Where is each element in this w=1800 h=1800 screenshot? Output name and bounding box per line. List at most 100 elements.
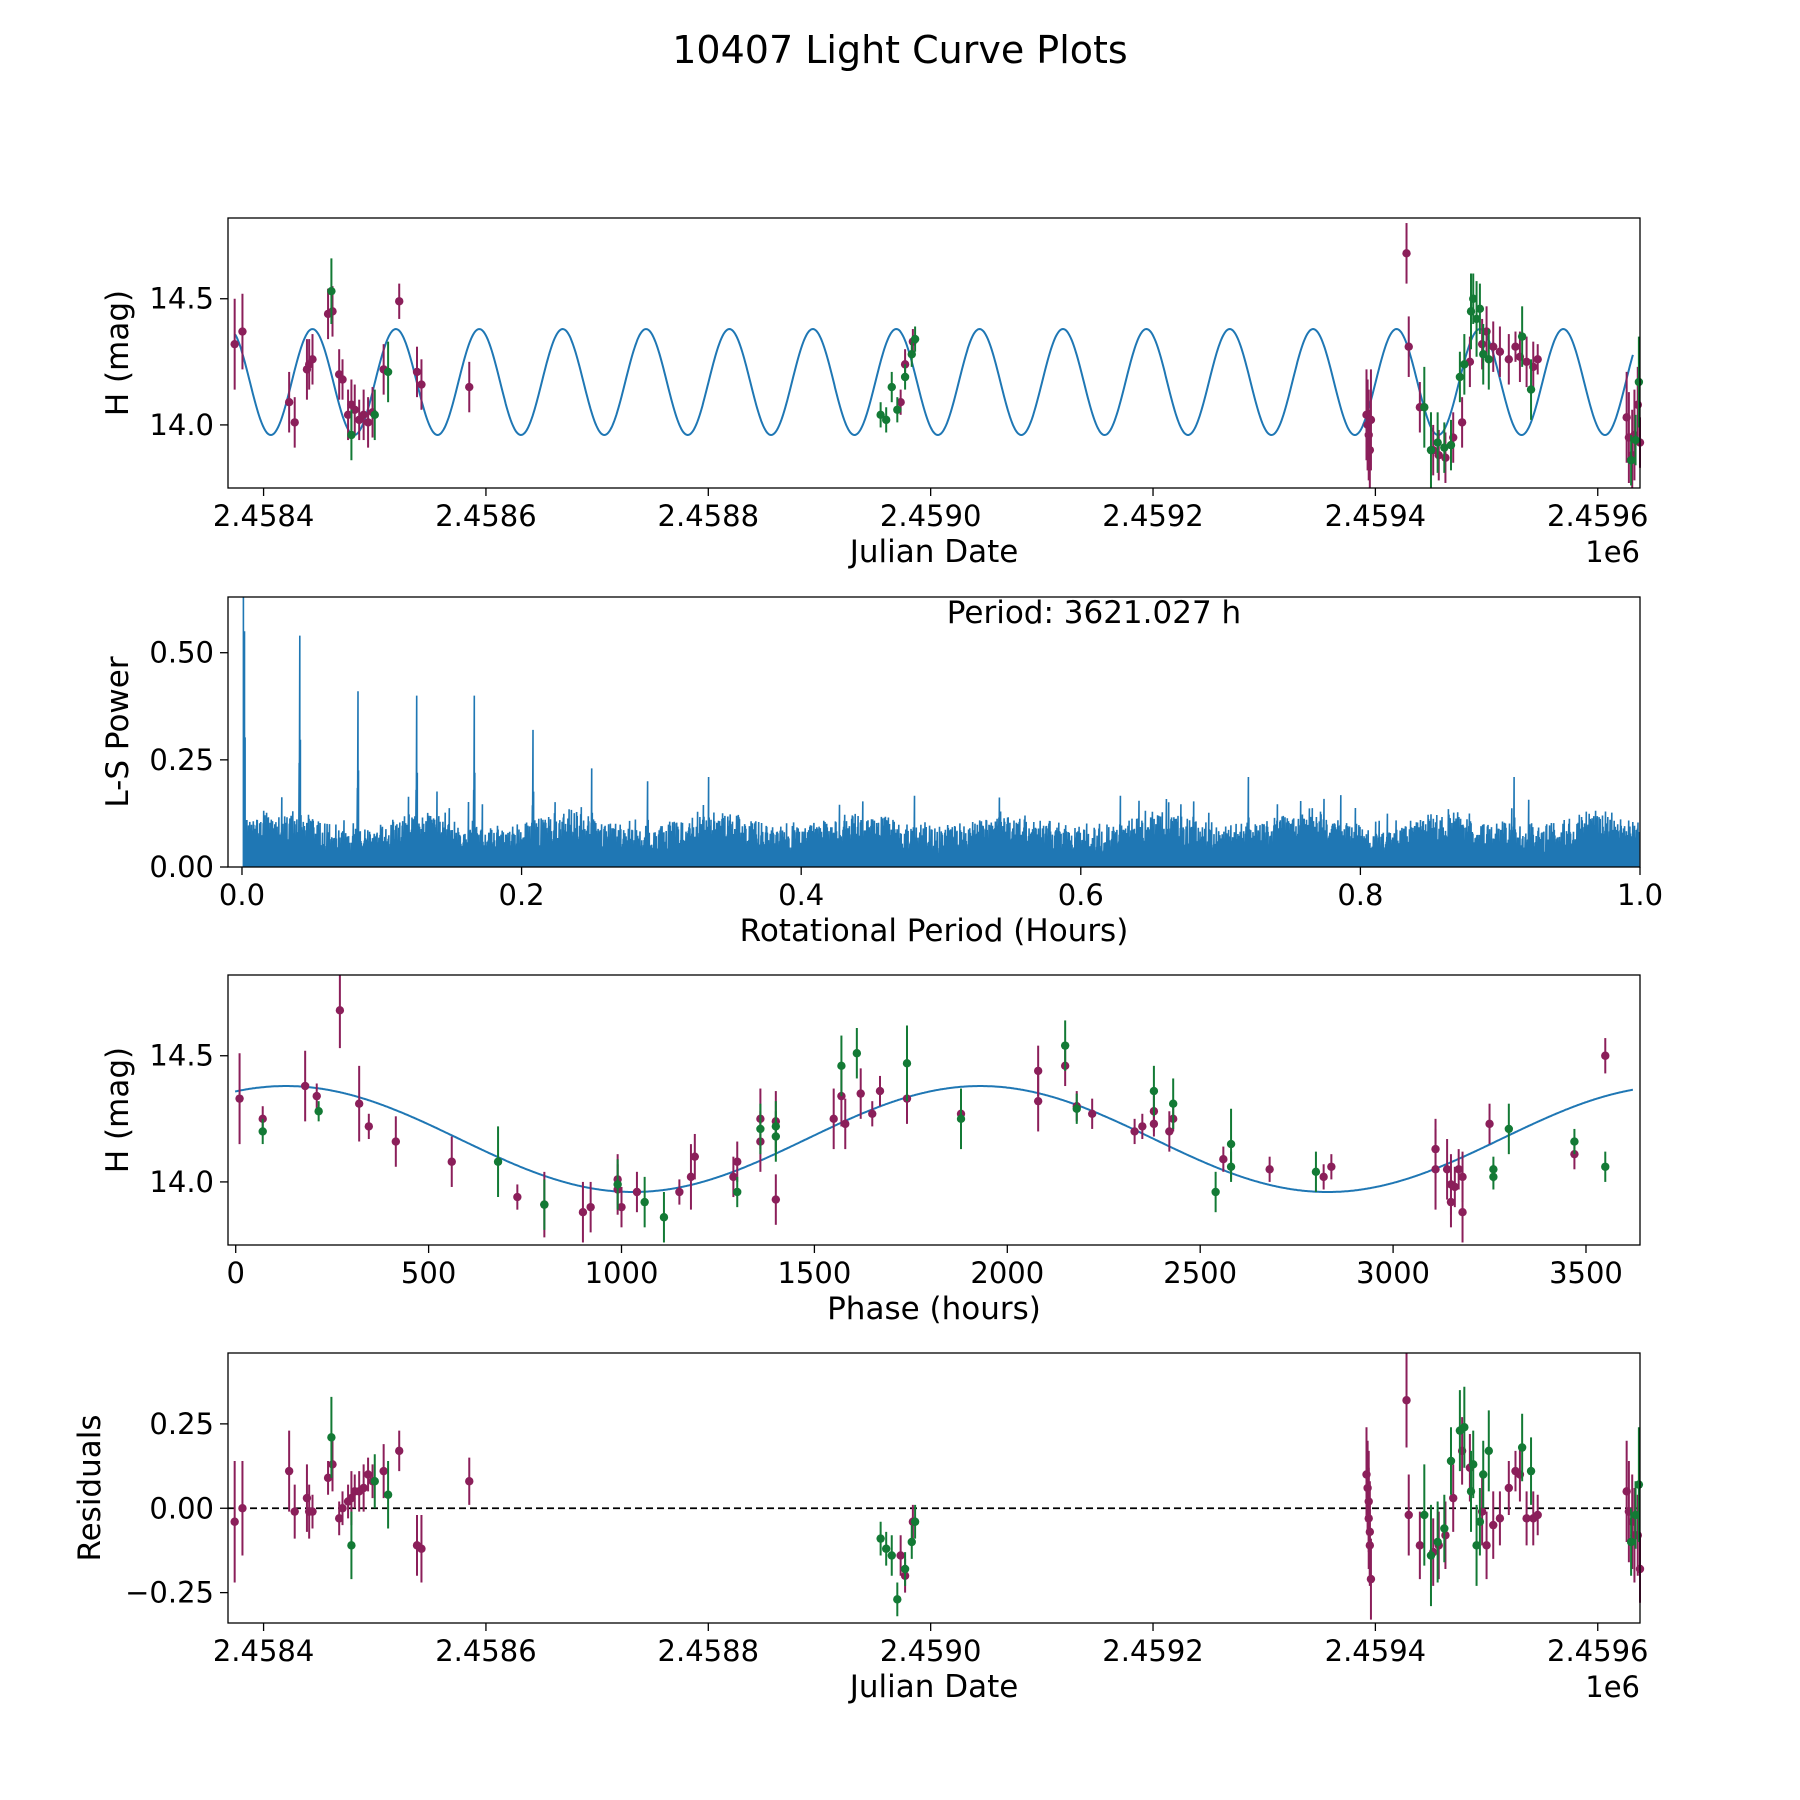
residuals-frame — [227, 1352, 1641, 1624]
light-curve-point — [1446, 440, 1456, 450]
periodogram-ylabel: L-S Power — [100, 656, 136, 807]
periodogram-xlabel: Rotational Period (Hours) — [740, 913, 1129, 949]
light-curve-point — [363, 418, 373, 427]
residuals-point — [893, 1595, 902, 1604]
phased-point — [875, 1086, 885, 1096]
light-curve-point — [1402, 249, 1411, 258]
light-curve-point — [1479, 350, 1488, 359]
phased-point — [1138, 1122, 1147, 1131]
phased-point — [617, 1202, 626, 1212]
residuals-point — [1404, 1510, 1413, 1520]
light-curve-point — [1433, 438, 1442, 447]
light-curve-point — [417, 380, 426, 389]
light-curve-point — [1511, 342, 1520, 351]
light-curve-point — [412, 367, 422, 377]
phased-point — [868, 1109, 877, 1118]
light-curve-ytick-label: 14.5 — [149, 282, 214, 316]
light-curve-point — [1533, 355, 1542, 364]
residuals-point — [881, 1544, 891, 1553]
light-curve-point — [1633, 400, 1642, 409]
light-curve-point — [395, 297, 404, 306]
phased-point — [1219, 1155, 1228, 1164]
light-curve-point — [1440, 443, 1449, 452]
light-curve-point — [1517, 332, 1527, 341]
light-curve-model-line — [234, 327, 1634, 437]
light-curve-xlabel: Julian Date — [848, 534, 1019, 570]
residuals-point — [1495, 1514, 1505, 1523]
phased-point — [447, 1157, 456, 1166]
residuals-point — [230, 1517, 239, 1526]
phased-point — [837, 1091, 846, 1101]
phased-point — [1033, 1096, 1043, 1106]
phased-point — [1060, 1041, 1070, 1050]
phased-point — [354, 1099, 364, 1108]
residuals-point — [465, 1477, 474, 1486]
residuals-xtick-label: 2.4584 — [213, 1634, 314, 1668]
phased-point — [1033, 1066, 1043, 1076]
light-curve-frame — [227, 217, 1641, 489]
phased-point — [1165, 1127, 1174, 1136]
phased-point — [1601, 1162, 1610, 1171]
light-curve-point — [347, 430, 356, 440]
periodogram-xtick-label: 0.6 — [1058, 878, 1104, 912]
phased-point — [1265, 1165, 1274, 1174]
residuals-point — [1533, 1510, 1542, 1520]
residuals-point — [370, 1477, 379, 1486]
light-curve-point — [893, 405, 902, 414]
residuals-point — [383, 1490, 393, 1499]
residuals-point — [347, 1541, 356, 1550]
residuals-point — [1489, 1520, 1498, 1530]
phased-ylabel: H (mag) — [100, 1047, 136, 1173]
light-curve-point — [907, 350, 916, 359]
light-curve-point — [1460, 360, 1469, 369]
residuals-point — [1415, 1541, 1425, 1550]
phased-point — [391, 1137, 401, 1146]
phased-point — [1072, 1104, 1081, 1113]
residuals-point — [1460, 1423, 1469, 1432]
light-curve-point — [1469, 294, 1478, 303]
phased-point — [258, 1127, 267, 1136]
light-curve-point — [896, 398, 905, 407]
phased-point — [771, 1195, 781, 1204]
phased-point — [756, 1124, 765, 1134]
residuals-point — [876, 1534, 885, 1543]
phased-marks — [234, 975, 1633, 1243]
light-curve-point — [343, 410, 353, 420]
phased-point — [1458, 1207, 1467, 1217]
light-curve-point — [1426, 445, 1436, 455]
residuals-ytick-label: −0.25 — [125, 1576, 214, 1610]
light-curve-point — [1457, 418, 1467, 427]
residuals-point — [347, 1493, 356, 1503]
phased-panel: 0 500 1000 1500 2000 2500 3000 3500 14.0 14.5 Pha… — [100, 974, 1641, 1327]
figure-title: 10407 Light Curve Plots — [672, 28, 1128, 72]
light-curve-xtick-label: 2.4584 — [213, 499, 314, 533]
light-curve-point — [1526, 385, 1536, 394]
phased-point — [1211, 1187, 1220, 1197]
phased-point — [314, 1107, 323, 1116]
light-curve-point — [1504, 355, 1514, 364]
residuals-point — [1634, 1480, 1644, 1489]
phased-ticks: 0 500 1000 1500 2000 2500 3000 3500 14.0 14.5 — [149, 1039, 1622, 1290]
periodogram-xtick-label: 0.8 — [1337, 878, 1383, 912]
residuals-point — [1364, 1514, 1373, 1523]
light-curve-xtick-label: 2.4594 — [1325, 499, 1426, 533]
phased-point — [1149, 1086, 1159, 1096]
phased-ytick-label: 14.0 — [149, 1165, 214, 1199]
light-curve-point — [1475, 304, 1485, 314]
light-curve-point — [1477, 339, 1487, 349]
phased-point — [1311, 1167, 1321, 1177]
phased-point — [1450, 1182, 1460, 1192]
light-curve-point — [238, 327, 247, 336]
light-curve-point — [900, 360, 910, 369]
light-curve-point — [465, 382, 474, 392]
light-curve-point — [887, 382, 896, 392]
residuals-xtick-label: 2.4592 — [1102, 1634, 1203, 1668]
light-curve-point — [308, 355, 317, 364]
phased-xtick-label: 1500 — [777, 1256, 851, 1290]
residuals-point — [334, 1514, 344, 1523]
phased-point — [837, 1061, 846, 1071]
residuals-point — [910, 1517, 920, 1526]
residuals-xtick-label: 2.4586 — [435, 1634, 536, 1668]
phased-point — [513, 1192, 522, 1202]
phased-point — [1087, 1109, 1097, 1118]
